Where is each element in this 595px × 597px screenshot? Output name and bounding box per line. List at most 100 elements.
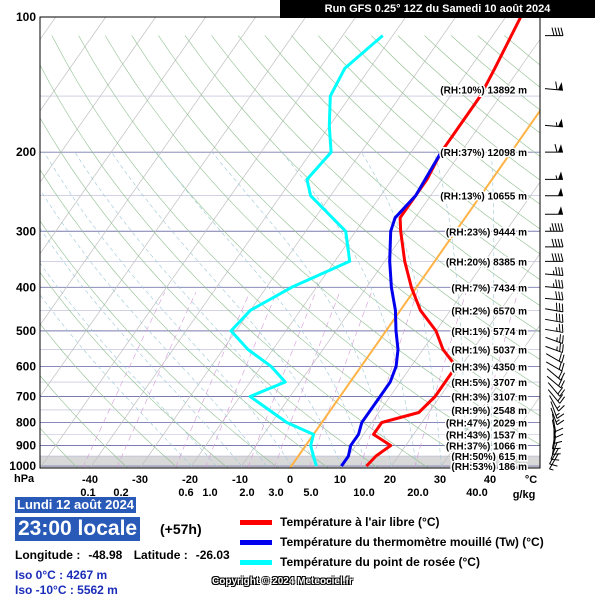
wind-barb-flag (558, 397, 565, 404)
wind-barb (545, 81, 564, 91)
mixing-ratio-unit-label: g/kg (513, 489, 536, 501)
longitude-value: -48.98 (88, 548, 122, 562)
wind-barb-pennant (558, 82, 564, 90)
temperature-tick-label: 30 (434, 474, 446, 486)
wind-barb-pennant (558, 206, 563, 214)
mixing-ratio-tick-label: 1.0 (202, 487, 217, 499)
iso-0-height: Iso 0°C : 4267 m (15, 568, 107, 582)
wind-barb-flag (555, 291, 558, 299)
copyright: Copyright © 2024 Meteociel.fr (212, 576, 353, 587)
level-annotation: (RH:37%) 12098 m (440, 148, 527, 159)
wind-barb (545, 188, 563, 196)
mixing-ratio-tick-label: 0.6 (178, 487, 193, 499)
iso-minus10-height: Iso -10°C : 5562 m (15, 583, 118, 597)
wind-barb-flag (558, 334, 563, 342)
wind-barb-flag (555, 82, 558, 90)
wind-barb-flag (555, 267, 558, 275)
wind-barb-half-flag (556, 122, 557, 126)
pressure-tick-label: 500 (16, 324, 36, 338)
wind-barb-half-flag (553, 271, 554, 275)
wind-barb-flag (555, 428, 563, 431)
wind-barb (545, 253, 563, 261)
wind-barb (545, 311, 564, 322)
wind-barb-flag (561, 304, 564, 312)
wind-barb-flag (558, 343, 563, 351)
wind-barb (548, 384, 566, 403)
level-annotation: (RH:20%) 8385 m (446, 257, 527, 268)
mixing-ratio-tick-label: 2.0 (239, 487, 254, 499)
temperature-tick-label: -30 (132, 474, 148, 486)
wind-barb-flag (555, 303, 558, 311)
legend-label: Température du thermomètre mouillé (Tw) … (280, 535, 544, 549)
mixing-ratio-line (117, 292, 196, 468)
wind-barb-pennant (558, 144, 563, 152)
wind-barb-flag (558, 324, 561, 332)
level-annotation: (RH:23%) 9444 m (446, 227, 527, 238)
latitude-value: -26.03 (196, 548, 230, 562)
wind-barb-flag (558, 28, 560, 36)
level-annotation: (RH:10%) 13892 m (440, 85, 527, 96)
pressure-tick-label: 600 (16, 359, 36, 373)
legend-dewpoint: Température du point de rosée (°C) (240, 555, 480, 569)
temperature-tick-label: -20 (182, 474, 198, 486)
wind-barb-pennant (558, 171, 563, 179)
temperature-tick-label: 20 (384, 474, 396, 486)
dry-adiabat (52, 36, 479, 468)
level-annotation: (RH:9%) 2548 m (451, 406, 527, 417)
wind-barb (545, 117, 564, 127)
wind-barb-flag (555, 28, 557, 36)
wind-barb-half-flag (556, 175, 557, 179)
wind-barb (545, 171, 563, 179)
wind-barb-flag (555, 253, 557, 261)
wind-barb-flag (558, 303, 561, 311)
wind-barb (545, 144, 563, 152)
wind-barb-flag (558, 223, 560, 231)
latitude-label: Latitude : (134, 548, 188, 562)
wind-barb (545, 28, 563, 36)
dewpoint-profile (231, 36, 383, 467)
wind-barb-flag (558, 239, 560, 247)
wind-barb-flag (557, 387, 564, 394)
wind-barb (545, 321, 564, 332)
wind-barb (545, 290, 564, 300)
wind-barb-half-flag (550, 227, 551, 231)
dry-adiabat (0, 36, 328, 468)
wind-barb (545, 266, 564, 276)
level-annotation: (RH:1%) 5037 m (451, 345, 527, 356)
wind-barb-flag (555, 434, 563, 437)
mixing-ratio-line (309, 292, 371, 468)
pressure-tick-label: 1000 (9, 459, 36, 473)
mixing-ratio-tick-label: 10.0 (353, 487, 374, 499)
dry-adiabat (0, 36, 78, 468)
wind-barb (545, 206, 563, 214)
wind-barb-half-flag (556, 420, 560, 422)
wind-barb-flag (552, 253, 554, 261)
run-title: Run GFS 0.25° 12Z du Samedi 10 août 2024 (280, 0, 595, 18)
pressure-tick-label: 700 (16, 389, 36, 403)
level-annotation: (RH:43%) 1537 m (446, 430, 527, 441)
wind-barb-flag (561, 253, 563, 261)
isotherm (0, 17, 256, 468)
level-annotation: (RH:13%) 10655 m (440, 192, 527, 203)
wind-barb-flag (561, 335, 566, 343)
legend-label: Température du point de rosée (°C) (280, 555, 480, 569)
wind-barb-half-flag (556, 413, 560, 415)
moist-adiabat (0, 152, 241, 466)
level-annotation: (RH:53%) 186 m (451, 462, 527, 473)
wind-barb (545, 239, 563, 247)
temperature-tick-label: -40 (82, 474, 98, 486)
level-annotation: (RH:1%) 5774 m (451, 327, 527, 338)
isotherm (540, 17, 595, 468)
pressure-tick-label: 400 (16, 280, 36, 294)
level-annotation: (RH:2%) 6570 m (451, 306, 527, 317)
wind-barb-flag (558, 253, 560, 261)
wind-barb-flag (561, 28, 563, 36)
legend-swatch (240, 520, 272, 525)
forecast-date: Lundi 12 août 2024 (15, 497, 136, 513)
wind-barb-flag (555, 239, 557, 247)
wind-barb-flag (552, 223, 554, 231)
temperature-tick-label: -10 (232, 474, 248, 486)
wind-barb (545, 301, 564, 312)
wind-barb-flag (558, 314, 561, 322)
wind-barb-half-flag (557, 406, 561, 409)
